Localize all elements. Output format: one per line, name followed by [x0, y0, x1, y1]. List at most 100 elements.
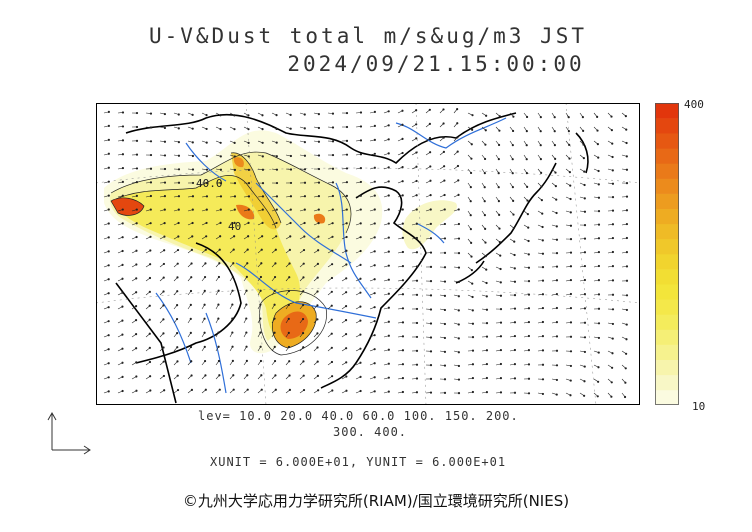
wind-arrow-head	[499, 254, 502, 257]
wind-arrow-head	[205, 235, 208, 238]
wind-arrow-head	[527, 307, 531, 310]
wind-arrow-head	[121, 305, 124, 308]
wind-arrow-head	[289, 195, 293, 198]
wind-arrow-head	[373, 110, 376, 113]
wind-arrow-head	[359, 319, 362, 322]
wind-arrow-head	[317, 195, 321, 198]
wind-arrow-head	[443, 336, 447, 340]
wind-arrow-head	[203, 275, 207, 279]
wind-arrow-head	[429, 364, 433, 367]
wind-arrow-head	[429, 179, 432, 182]
wind-arrow-head	[121, 236, 124, 239]
contour-label: 40.0	[196, 177, 223, 190]
wind-arrow-head	[625, 308, 629, 312]
wind-arrow-head	[429, 237, 433, 240]
wind-arrow-head	[135, 249, 138, 252]
wind-arrow-head	[289, 235, 292, 238]
wind-arrow-head	[317, 389, 320, 392]
wind-arrow-head	[163, 208, 166, 211]
wind-arrow-head	[498, 241, 501, 244]
wind-arrow-head	[625, 279, 629, 282]
wind-arrow-head	[457, 193, 460, 196]
wind-arrow-head	[317, 181, 321, 184]
wind-arrow-head	[231, 303, 234, 306]
wind-arrow-head	[149, 375, 152, 378]
wind-arrow-head	[429, 322, 433, 325]
wind-arrow-head	[190, 374, 193, 377]
wind-arrow-head	[443, 308, 447, 312]
wind-arrow-head	[359, 125, 363, 128]
wind-arrow-head	[387, 124, 390, 127]
wind-arrow-head	[359, 361, 362, 364]
wind-arrow-head	[231, 331, 234, 334]
wind-arrow-head	[107, 362, 110, 365]
wind-arrow-head	[555, 211, 558, 215]
wind-arrow-head	[189, 289, 193, 293]
wind-arrow-head	[303, 181, 307, 184]
wind-arrow-head	[359, 111, 363, 114]
wind-arrow-head	[121, 208, 124, 211]
wind-arrow-head	[260, 388, 263, 391]
wind-arrow-head	[135, 167, 139, 170]
wind-arrow-head	[245, 331, 248, 334]
wind-arrow-head	[261, 208, 264, 211]
colorbar-cell	[655, 299, 679, 315]
wind-arrow-head	[471, 349, 475, 352]
wind-arrow-head	[555, 279, 559, 282]
wind-arrow-head	[373, 348, 376, 351]
wind-arrow-head	[189, 317, 192, 320]
wind-arrow-head	[317, 208, 320, 211]
colorbar-cell	[655, 178, 679, 194]
wind-arrow-head	[191, 221, 194, 225]
wind-arrow-head	[162, 290, 165, 293]
wind-arrow-head	[541, 279, 545, 282]
wind-arrow-head	[470, 143, 473, 146]
wind-arrow-head	[443, 193, 446, 197]
wind-arrow-head	[245, 359, 248, 363]
wind-arrow-head	[583, 380, 586, 383]
wind-arrow-head	[189, 345, 193, 349]
wind-arrow-head	[485, 308, 489, 311]
wind-arrow-head	[177, 195, 181, 198]
wind-arrow-head	[471, 282, 474, 285]
wind-arrow-head	[484, 143, 487, 146]
wind-arrow-head	[541, 306, 545, 310]
wind-arrow-head	[611, 250, 615, 254]
wind-arrow-head	[345, 347, 348, 350]
wind-vectors	[103, 108, 629, 399]
wind-arrow-head	[596, 129, 599, 132]
wind-arrow-head	[359, 222, 362, 225]
wind-arrow-head	[135, 347, 138, 350]
wind-arrow-head	[177, 168, 181, 171]
wind-arrow-head	[162, 262, 166, 266]
wind-arrow-head	[429, 251, 433, 254]
wind-arrow-head	[302, 360, 305, 363]
wind-arrow-head	[373, 138, 376, 141]
wind-arrow-head	[149, 389, 152, 392]
wind-arrow-head	[471, 114, 474, 117]
wind-arrow-head	[273, 303, 276, 306]
wind-arrow-head	[373, 236, 376, 239]
wind-arrow-head	[261, 221, 264, 225]
wind-arrow-head	[135, 361, 138, 364]
wind-arrow-head	[233, 128, 236, 131]
wind-arrow-head	[555, 364, 559, 367]
wind-arrow-head	[485, 362, 489, 366]
wind-arrow-head	[553, 130, 556, 133]
wind-arrow-head	[513, 363, 517, 366]
unit-vector-scale: XUNIT = 6.000E+01, YUNIT = 6.000E+01	[210, 455, 507, 469]
wind-arrow-head	[569, 184, 572, 187]
wind-arrow-head	[387, 292, 390, 295]
wind-arrow-head	[149, 222, 152, 225]
wind-arrow-head	[469, 214, 472, 217]
wind-arrow-head	[203, 303, 206, 306]
wind-arrow-head	[387, 390, 390, 393]
wind-arrow-head	[483, 157, 487, 161]
wind-arrow-head	[232, 374, 235, 377]
wind-arrow-head	[582, 143, 585, 146]
wind-arrow-head	[247, 141, 250, 144]
wind-arrow-head	[148, 360, 152, 364]
wind-arrow-head	[148, 304, 151, 307]
wind-arrow-head	[568, 157, 571, 160]
wind-arrow-head	[415, 137, 418, 140]
